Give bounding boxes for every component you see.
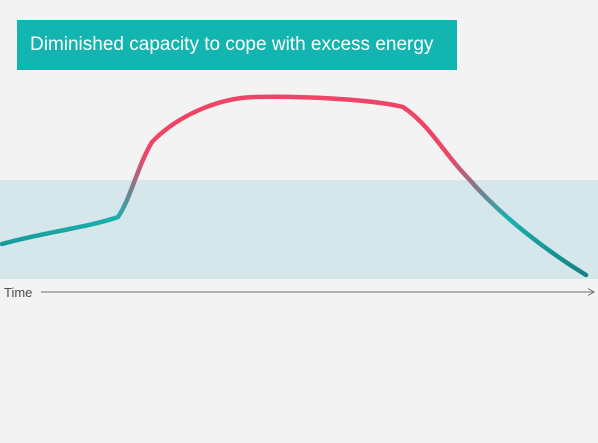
tolerance-band xyxy=(0,180,598,279)
energy-curve xyxy=(0,94,589,278)
axis-arrowhead-icon xyxy=(587,288,595,296)
title-text: Diminished capacity to cope with excess … xyxy=(30,34,434,55)
time-axis-label: Time xyxy=(4,285,32,300)
title-banner: Diminished capacity to cope with excess … xyxy=(17,20,457,70)
